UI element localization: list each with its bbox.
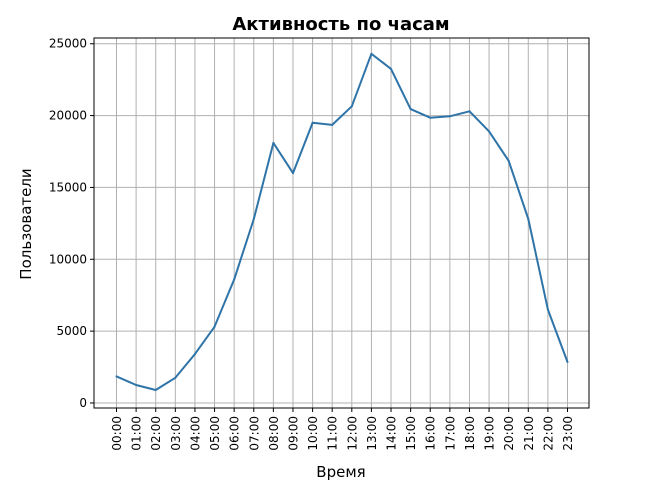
x-tick-label: 00:00	[110, 416, 124, 451]
data-point	[429, 116, 432, 119]
x-tick-label: 10:00	[306, 416, 320, 451]
x-tick-label: 20:00	[502, 416, 516, 451]
data-point	[370, 52, 373, 55]
x-tick-label: 17:00	[443, 416, 457, 451]
x-tick-label: 08:00	[267, 416, 281, 451]
data-point	[135, 384, 138, 387]
data-point	[488, 130, 491, 133]
data-point	[350, 105, 353, 108]
x-axis: 00:00 01:00 02:00 03:00 04:00 05:00 06:00 07:00…	[110, 408, 575, 451]
data-point	[331, 123, 334, 126]
data-point	[390, 67, 393, 70]
data-point	[409, 108, 412, 111]
data-point	[233, 278, 236, 281]
data-point	[154, 389, 157, 392]
chart-title: Активность по часам	[232, 14, 449, 35]
x-tick-label: 21:00	[522, 416, 536, 451]
data-point	[174, 376, 177, 379]
x-tick-label: 15:00	[404, 416, 418, 451]
y-tick-label: 20000	[49, 109, 87, 123]
x-tick-label: 22:00	[541, 416, 555, 451]
x-tick-label: 04:00	[188, 416, 202, 451]
x-tick-label: 19:00	[483, 416, 497, 451]
data-point	[272, 141, 275, 144]
x-tick-label: 23:00	[561, 416, 575, 451]
data-point	[291, 172, 294, 175]
x-tick-label: 07:00	[247, 416, 261, 451]
plot-frame	[93, 37, 590, 409]
grid	[94, 38, 589, 408]
y-tick-label: 10000	[49, 252, 87, 266]
data-point	[252, 218, 255, 221]
x-tick-label: 13:00	[365, 416, 379, 451]
x-tick-label: 16:00	[424, 416, 438, 451]
data-point	[448, 115, 451, 118]
data-point	[527, 218, 530, 221]
x-tick-label: 02:00	[149, 416, 163, 451]
y-tick-label: 0	[79, 396, 87, 410]
series-line	[116, 52, 569, 391]
x-tick-label: 11:00	[326, 416, 340, 451]
x-tick-label: 05:00	[208, 416, 222, 451]
x-tick-label: 03:00	[169, 416, 183, 451]
data-point	[566, 361, 569, 364]
x-tick-label: 18:00	[463, 416, 477, 451]
y-axis: 0 5000 10000 15000 20000 25000	[49, 37, 94, 410]
data-point	[468, 110, 471, 113]
data-point	[311, 121, 314, 124]
data-point	[507, 159, 510, 162]
series-layer	[115, 52, 569, 392]
data-point	[193, 353, 196, 356]
y-tick-label: 15000	[49, 180, 87, 194]
y-tick-label: 5000	[56, 324, 87, 338]
data-point	[546, 308, 549, 311]
data-point	[115, 375, 118, 378]
x-tick-label: 01:00	[130, 416, 144, 451]
x-tick-label: 06:00	[228, 416, 242, 451]
data-point	[213, 325, 216, 328]
x-tick-label: 14:00	[385, 416, 399, 451]
x-tick-label: 12:00	[345, 416, 359, 451]
y-tick-label: 25000	[49, 37, 87, 51]
x-tick-label: 09:00	[286, 416, 300, 451]
x-axis-label: Время	[316, 463, 365, 481]
y-axis-label: Пользователи	[17, 168, 35, 279]
